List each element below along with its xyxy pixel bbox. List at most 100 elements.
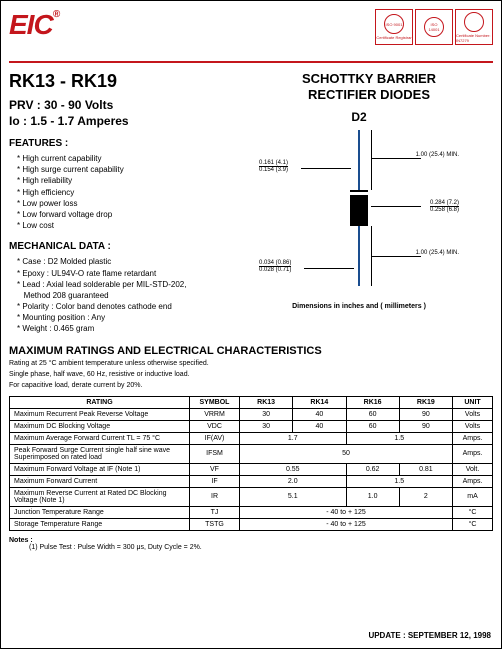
cell: 30 — [240, 408, 293, 420]
dim-line — [371, 256, 421, 257]
cert-badge: ISO 14001 — [415, 9, 453, 45]
cell: 0.62 — [346, 463, 399, 475]
cell: 50 — [240, 444, 453, 463]
lead-top — [358, 130, 360, 190]
cell: 1.7 — [240, 432, 347, 444]
mech-item: * Lead : Axial lead solderable per MIL-S… — [17, 279, 239, 290]
mech-item: * Case : D2 Molded plastic — [17, 256, 239, 267]
header: EIC® ISO 9001Certificate Registrar ISO 1… — [9, 9, 493, 57]
symbol: TJ — [190, 506, 240, 518]
mechanical-list: * Case : D2 Molded plastic * Epoxy : UL9… — [9, 256, 239, 334]
cell: 40 — [293, 408, 346, 420]
cell: 1.5 — [346, 432, 453, 444]
cell: 30 — [240, 420, 293, 432]
main-content: RK13 - RK19 PRV : 30 - 90 Volts Io : 1.5… — [9, 71, 493, 335]
feature-item: * Low power loss — [17, 198, 239, 209]
mech-item: * Polarity : Color band denotes cathode … — [17, 301, 239, 312]
rating-label: Maximum Average Forward Current TL = 75 … — [10, 432, 190, 444]
product-type-line2: RECTIFIER DIODES — [249, 87, 489, 103]
datasheet-page: EIC® ISO 9001Certificate Registrar ISO 1… — [0, 0, 502, 649]
table-row: Maximum DC Blocking Voltage VDC 30 40 60… — [10, 420, 493, 432]
col-part: RK19 — [399, 396, 452, 408]
cert-inner: ISO 14001 — [424, 17, 444, 37]
io-spec: Io : 1.5 - 1.7 Amperes — [9, 114, 239, 128]
footer-notes: Notes : (1) Pulse Test : Pulse Width = 3… — [9, 537, 493, 551]
logo-text: EIC — [9, 9, 53, 40]
io-value: 1.5 - 1.7 Amperes — [30, 114, 128, 128]
cell: - 40 to + 125 — [240, 518, 453, 530]
ratings-note: Single phase, half wave, 60 Hz, resistiv… — [9, 370, 493, 379]
dim-body: 0.284 (7.2) 0.258 (6.8) — [430, 200, 459, 213]
dim-line — [371, 206, 421, 207]
unit: Amps. — [453, 444, 493, 463]
feature-item: * Low cost — [17, 220, 239, 231]
package-diagram: D2 0.161 (4.1) 0.154 (3.9) 1.00 (25.4) M… — [249, 110, 469, 310]
prv-label: PRV : — [9, 98, 44, 112]
col-part: RK14 — [293, 396, 346, 408]
feature-item: * High efficiency — [17, 187, 239, 198]
cert-label: Certificate Number: IN7279 — [456, 33, 492, 43]
dim-line — [304, 268, 354, 269]
ratings-note: For capacitive load, derate current by 2… — [9, 381, 493, 390]
mech-item: * Mounting position : Any — [17, 312, 239, 323]
table-row: Maximum Recurrent Peak Reverse Voltage V… — [10, 408, 493, 420]
feature-item: * High reliability — [17, 175, 239, 186]
prv-value: 30 - 90 Volts — [44, 98, 113, 112]
unit: °C — [453, 518, 493, 530]
cell: 0.55 — [240, 463, 347, 475]
logo-registered: ® — [53, 9, 59, 20]
unit: °C — [453, 506, 493, 518]
rating-label: Maximum Forward Voltage at IF (Note 1) — [10, 463, 190, 475]
cert-label: Certificate Registrar — [376, 35, 411, 40]
table-row: Maximum Average Forward Current TL = 75 … — [10, 432, 493, 444]
cell: 2.0 — [240, 475, 347, 487]
cert-inner: ISO 9001 — [384, 14, 404, 34]
symbol: VDC — [190, 420, 240, 432]
ratings-heading: MAXIMUM RATINGS AND ELECTRICAL CHARACTER… — [9, 345, 493, 357]
table-header-row: RATING SYMBOL RK13 RK14 RK16 RK19 UNIT — [10, 396, 493, 408]
cert-inner — [464, 12, 484, 32]
dim-wire: 0.034 (0.86) 0.028 (0.71) — [259, 260, 291, 273]
symbol: IF(AV) — [190, 432, 240, 444]
unit: Amps. — [453, 432, 493, 444]
table-row: Maximum Forward Voltage at IF (Note 1) V… — [10, 463, 493, 475]
cathode-band — [350, 192, 368, 195]
ratings-table: RATING SYMBOL RK13 RK14 RK16 RK19 UNIT M… — [9, 396, 493, 531]
unit: Volts — [453, 420, 493, 432]
cert-badge: ISO 9001Certificate Registrar — [375, 9, 413, 45]
dim-length-bot: 1.00 (25.4) MIN. — [416, 250, 459, 256]
col-symbol: SYMBOL — [190, 396, 240, 408]
col-rating: RATING — [10, 396, 190, 408]
dim-lead-dia: 0.161 (4.1) 0.154 (3.9) — [259, 160, 288, 173]
col-part: RK13 — [240, 396, 293, 408]
table-row: Peak Forward Surge Current single half s… — [10, 444, 493, 463]
unit: Amps. — [453, 475, 493, 487]
logo-block: EIC® — [9, 9, 59, 41]
cert-badge: Certificate Number: IN7279 — [455, 9, 493, 45]
rating-label: Maximum Forward Current — [10, 475, 190, 487]
update-date: UPDATE : SEPTEMBER 12, 1998 — [368, 631, 491, 640]
product-type-heading: SCHOTTKY BARRIER RECTIFIER DIODES — [249, 71, 489, 102]
symbol: IFSM — [190, 444, 240, 463]
unit: Volt. — [453, 463, 493, 475]
cell: 90 — [399, 408, 452, 420]
cell: 60 — [346, 408, 399, 420]
table-row: Maximum Forward Current IF 2.0 1.5 Amps. — [10, 475, 493, 487]
io-label: Io : — [9, 114, 30, 128]
rating-label: Maximum DC Blocking Voltage — [10, 420, 190, 432]
lead-bottom — [358, 226, 360, 286]
rating-label: Junction Temperature Range — [10, 506, 190, 518]
unit: mA — [453, 487, 493, 506]
ratings-note: Rating at 25 °C ambient temperature unle… — [9, 359, 493, 368]
note-item: (1) Pulse Test : Pulse Width = 300 μs, D… — [29, 544, 493, 551]
part-number-title: RK13 - RK19 — [9, 71, 239, 92]
feature-item: * High current capability — [17, 153, 239, 164]
prv-spec: PRV : 30 - 90 Volts — [9, 98, 239, 112]
diode-body — [350, 190, 368, 226]
rating-label: Storage Temperature Range — [10, 518, 190, 530]
feature-item: * Low forward voltage drop — [17, 209, 239, 220]
mech-item: * Epoxy : UL94V-O rate flame retardant — [17, 268, 239, 279]
table-row: Maximum Reverse Current at Rated DC Bloc… — [10, 487, 493, 506]
dim-line — [371, 130, 372, 190]
cell: 90 — [399, 420, 452, 432]
